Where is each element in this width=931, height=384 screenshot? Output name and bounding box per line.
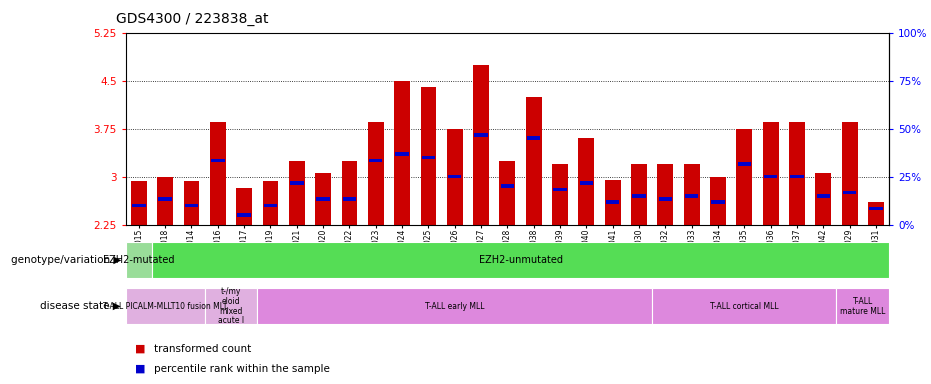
Bar	[475, 133, 488, 137]
Bar	[236, 187, 252, 225]
Bar	[290, 181, 304, 185]
Bar	[448, 175, 462, 179]
Bar	[737, 162, 751, 166]
Bar	[683, 164, 699, 225]
Bar	[710, 177, 726, 225]
Bar	[131, 181, 147, 225]
Bar	[263, 181, 278, 225]
Bar	[711, 200, 724, 204]
Text: percentile rank within the sample: percentile rank within the sample	[154, 364, 330, 374]
Bar	[605, 180, 621, 225]
Bar	[289, 161, 304, 225]
Bar	[553, 188, 567, 191]
Text: t-/my
eloid
mixed
acute l: t-/my eloid mixed acute l	[218, 287, 244, 325]
Text: genotype/variation ▶: genotype/variation ▶	[10, 255, 121, 265]
Text: ■: ■	[135, 364, 145, 374]
Bar	[132, 204, 145, 207]
Bar	[842, 122, 857, 225]
Bar	[658, 197, 672, 201]
Text: T-ALL early MLL: T-ALL early MLL	[425, 302, 484, 311]
Bar	[870, 207, 883, 210]
Bar	[183, 181, 199, 225]
Bar	[317, 197, 330, 201]
Bar	[790, 175, 803, 179]
Bar	[868, 202, 884, 225]
Text: T-ALL
mature MLL: T-ALL mature MLL	[840, 297, 885, 316]
Text: EZH2-mutated: EZH2-mutated	[103, 255, 175, 265]
Bar	[657, 164, 673, 225]
Bar	[816, 174, 831, 225]
Bar	[526, 97, 542, 225]
Bar	[653, 288, 836, 324]
Bar	[606, 200, 619, 204]
Bar	[789, 122, 805, 225]
Bar	[580, 181, 593, 185]
Bar	[421, 87, 437, 225]
Bar	[368, 122, 384, 225]
Bar	[342, 161, 358, 225]
Bar	[343, 197, 357, 201]
Bar	[237, 213, 250, 217]
Bar	[631, 164, 647, 225]
Bar	[422, 156, 435, 159]
Bar	[552, 164, 568, 225]
Bar	[157, 177, 173, 225]
Bar	[632, 194, 646, 198]
Text: disease state ▶: disease state ▶	[40, 301, 121, 311]
Bar	[209, 122, 225, 225]
Bar	[394, 81, 410, 225]
Bar	[473, 65, 489, 225]
Bar	[369, 159, 383, 162]
Bar	[816, 194, 830, 198]
Bar	[126, 242, 152, 278]
Bar	[762, 122, 778, 225]
Bar	[685, 194, 698, 198]
Bar	[527, 136, 540, 140]
Bar	[764, 175, 777, 179]
Bar	[578, 138, 594, 225]
Bar	[211, 159, 224, 162]
Bar	[836, 288, 889, 324]
Text: transformed count: transformed count	[154, 344, 250, 354]
Bar	[158, 197, 172, 201]
Bar	[257, 288, 653, 324]
Bar	[316, 174, 331, 225]
Bar	[126, 288, 205, 324]
Text: EZH2-unmutated: EZH2-unmutated	[479, 255, 562, 265]
Bar	[501, 184, 514, 188]
Bar	[843, 191, 857, 194]
Text: T-ALL PICALM-MLLT10 fusion MLL: T-ALL PICALM-MLLT10 fusion MLL	[102, 302, 228, 311]
Bar	[205, 288, 257, 324]
Bar	[736, 129, 752, 225]
Text: GDS4300 / 223838_at: GDS4300 / 223838_at	[116, 12, 269, 25]
Bar	[263, 204, 277, 207]
Text: ■: ■	[135, 344, 145, 354]
Bar	[396, 152, 409, 156]
Text: T-ALL cortical MLL: T-ALL cortical MLL	[710, 302, 778, 311]
Bar	[500, 161, 515, 225]
Bar	[184, 204, 198, 207]
Bar	[447, 129, 463, 225]
